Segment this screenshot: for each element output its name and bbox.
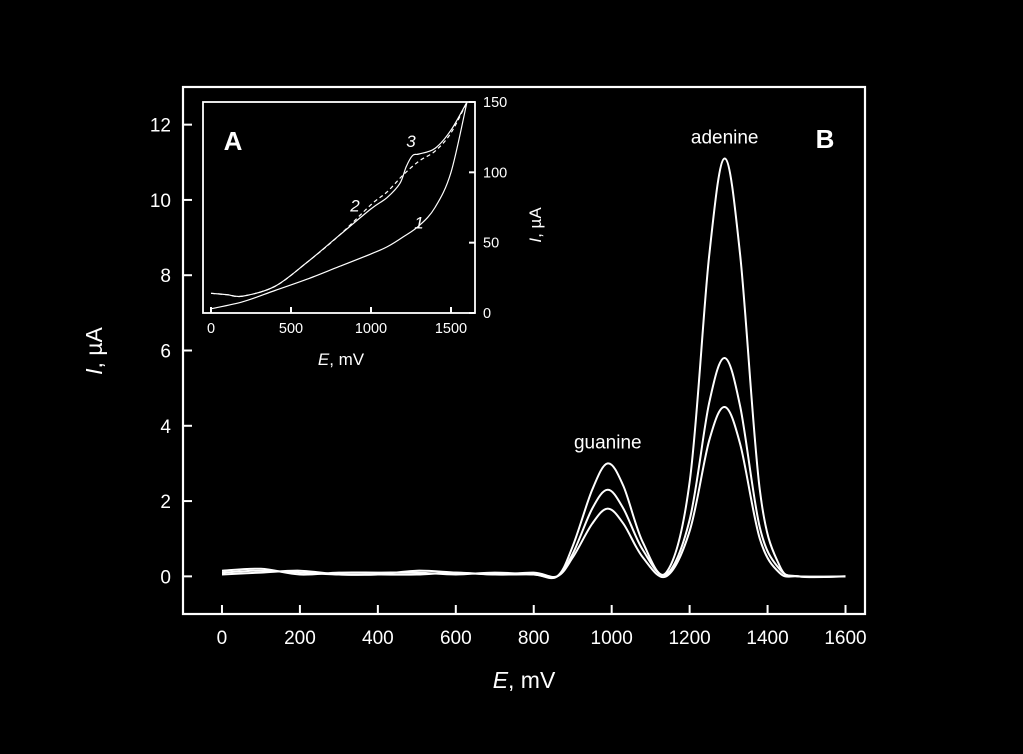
x-tick-label: 0 xyxy=(207,321,215,337)
series-line-3 xyxy=(210,101,468,298)
main-chart: 0 200 400 600 800 1000 1200 1400 1600 024681012 … xyxy=(81,85,867,693)
main-y-axis-title: I, µA xyxy=(81,326,107,374)
panel-label-b: B xyxy=(816,124,835,154)
y-tick-label: 12 xyxy=(150,116,171,137)
main-x-ticks: 0 200 400 600 800 1000 1200 1400 1600 xyxy=(217,605,867,649)
y-tick-label: 50 xyxy=(483,236,499,252)
inset-background xyxy=(203,102,475,313)
inset-x-axis-title: E, mV xyxy=(318,350,365,369)
main-series xyxy=(221,157,846,580)
inset-plot-frame xyxy=(202,101,476,314)
annotation-label: 1 xyxy=(414,214,423,233)
inset-y-axis-title: I, µA xyxy=(526,207,545,243)
y-tick-label: 2 xyxy=(160,492,171,513)
series-line-2 xyxy=(210,101,468,298)
y-tick-label: 150 xyxy=(483,95,507,111)
main-annotations: guanine adenine xyxy=(574,127,759,453)
inset-annotations: 1 2 3 xyxy=(349,132,423,233)
x-tick-label: 1600 xyxy=(824,628,866,649)
x-tick-label: 0 xyxy=(217,628,228,649)
inset-y-ticks: 0 50 100 150 xyxy=(469,95,507,322)
panel-label-a: A xyxy=(224,126,243,156)
y-tick-label: 100 xyxy=(483,165,507,181)
inset-x-ticks: 0 500 1000 1500 xyxy=(207,307,467,337)
annotation-label: 2 xyxy=(349,197,360,216)
x-tick-label: 1200 xyxy=(668,628,710,649)
inset-chart: 0 500 1000 1500 0 50 100 150 1 2 3 E, mV I, µA A xyxy=(202,95,545,369)
x-tick-label: 1000 xyxy=(355,321,387,337)
x-tick-label: 800 xyxy=(518,628,550,649)
x-tick-label: 1500 xyxy=(435,321,467,337)
x-tick-label: 1000 xyxy=(591,628,633,649)
inset-series xyxy=(210,101,468,310)
y-tick-label: 0 xyxy=(160,567,171,588)
y-tick-label: 8 xyxy=(160,266,171,287)
annotation-label: guanine xyxy=(574,432,642,453)
x-tick-label: 400 xyxy=(362,628,394,649)
x-tick-label: 600 xyxy=(440,628,472,649)
y-tick-label: 10 xyxy=(150,191,171,212)
main-y-ticks: 0 2 4 6 8 10 12 xyxy=(150,116,192,588)
annotation-label: adenine xyxy=(691,127,759,148)
x-tick-label: 200 xyxy=(284,628,316,649)
y-tick-label: 4 xyxy=(160,417,171,438)
series-line-3 xyxy=(221,406,846,579)
series-line-2 xyxy=(221,357,846,579)
series-line-1 xyxy=(210,101,468,310)
x-tick-label: 1400 xyxy=(746,628,788,649)
main-x-axis-title: E, mV xyxy=(493,667,556,693)
annotation-label: 3 xyxy=(406,132,416,151)
y-tick-label: 6 xyxy=(160,342,171,363)
x-tick-label: 500 xyxy=(279,321,303,337)
y-tick-label: 0 xyxy=(483,306,491,322)
